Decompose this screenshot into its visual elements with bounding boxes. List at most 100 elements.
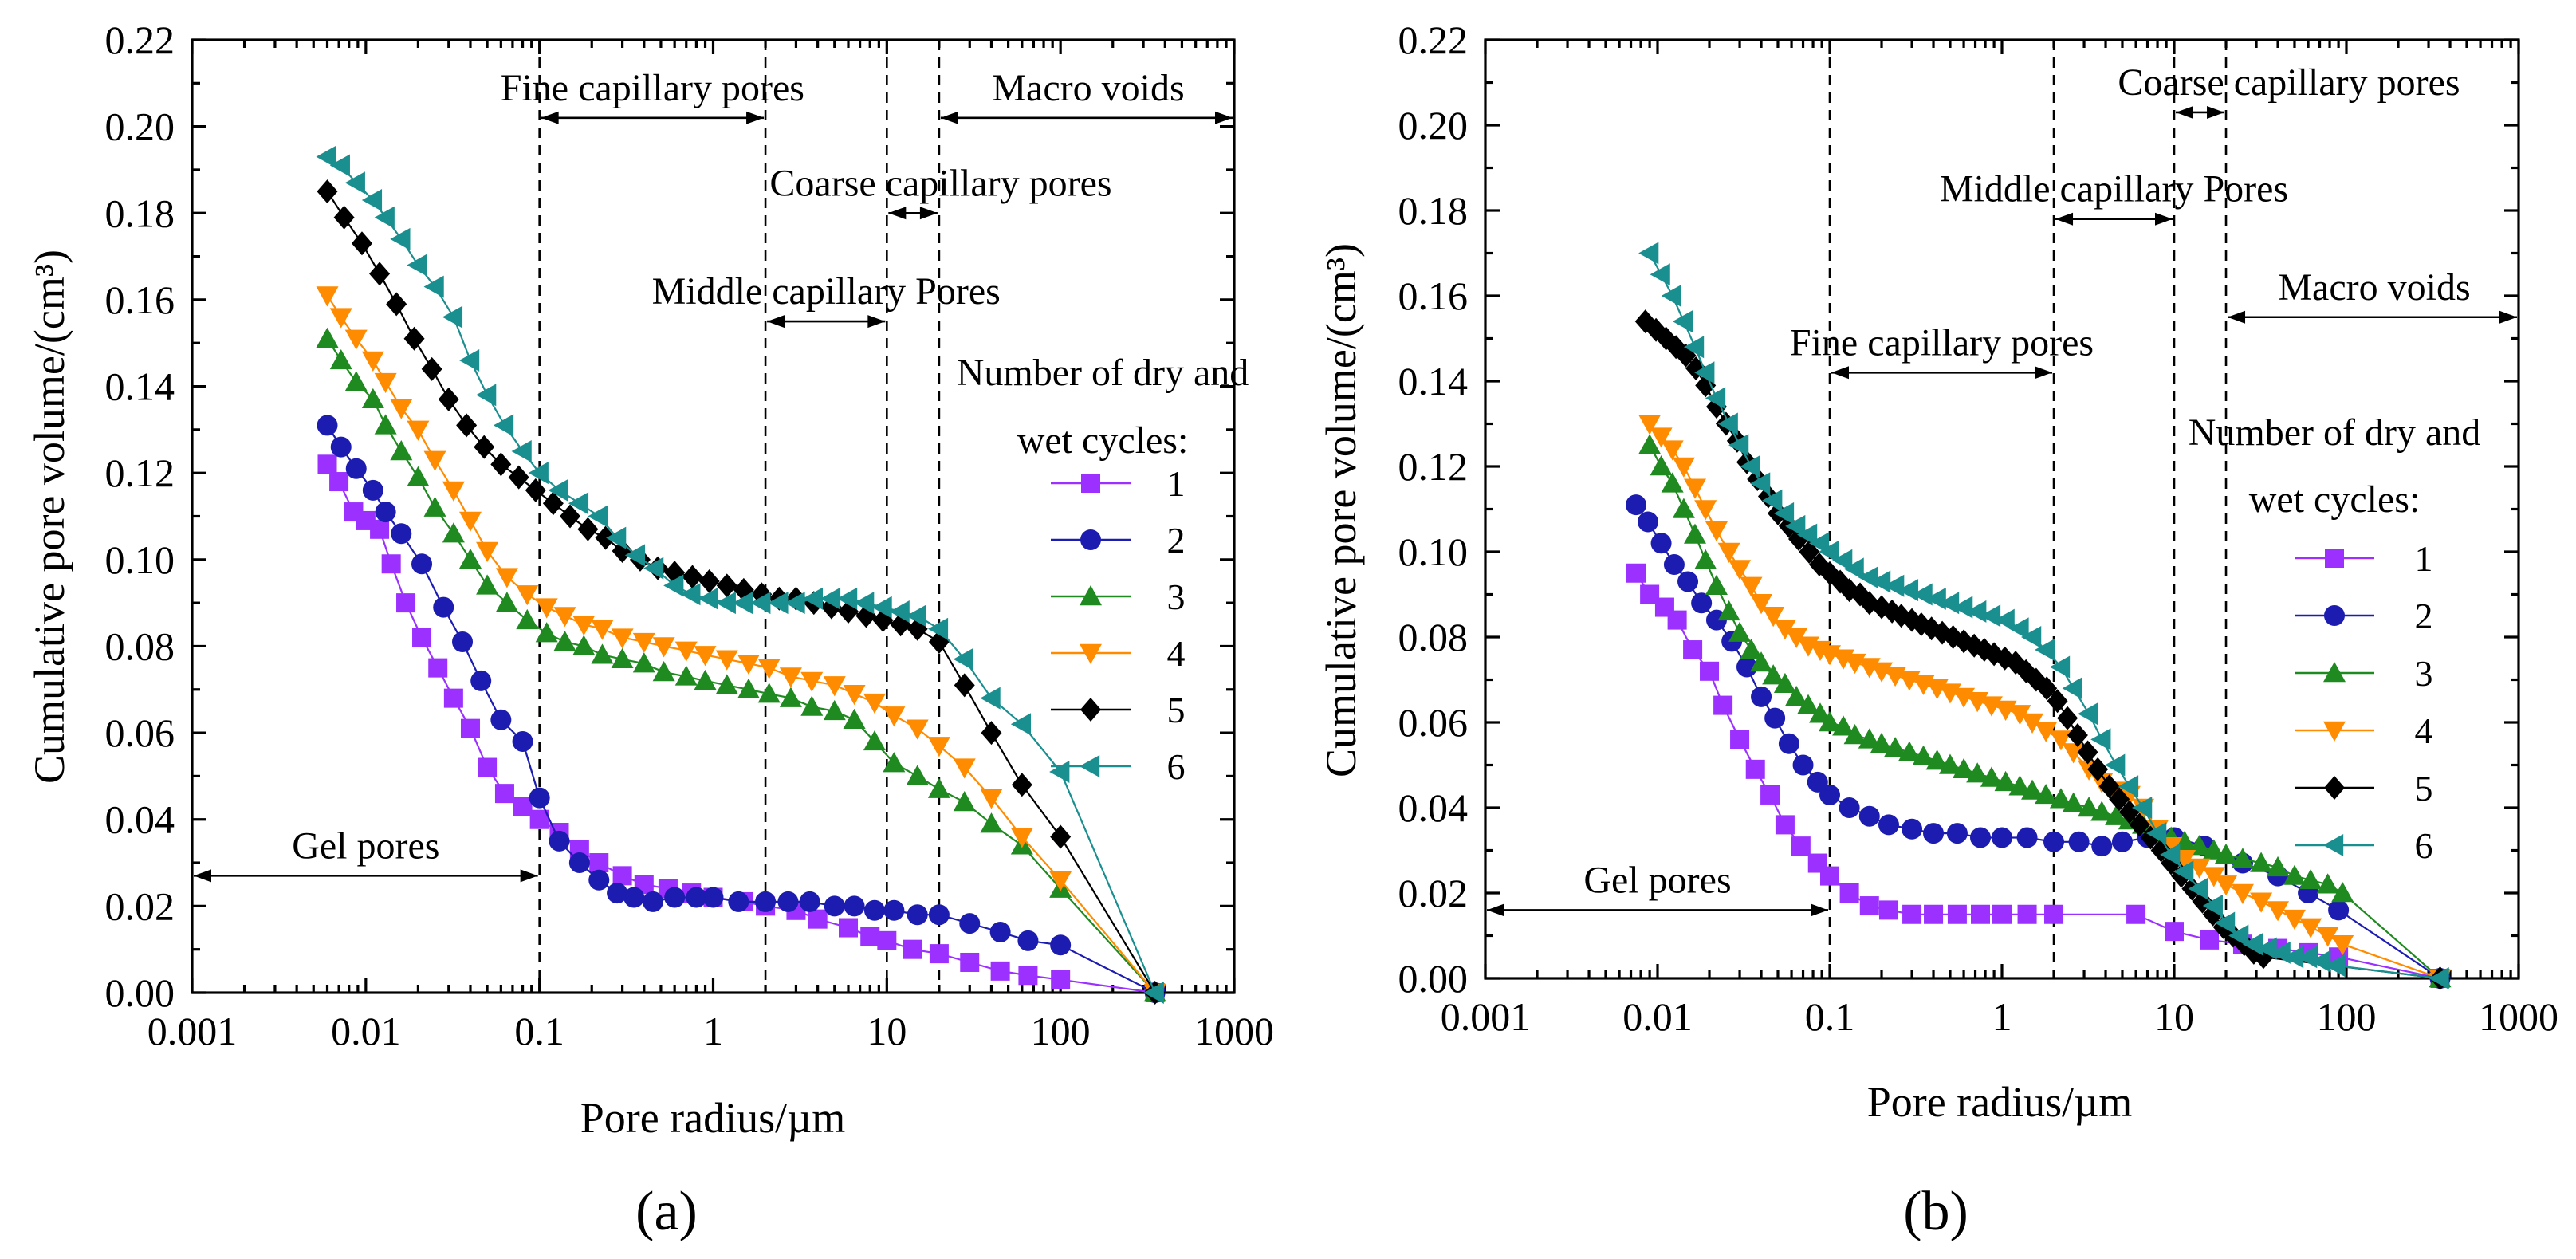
data-point (421, 356, 442, 381)
data-point (1626, 494, 1647, 516)
data-point (361, 188, 383, 211)
data-point (1966, 762, 1989, 783)
data-point (316, 145, 336, 168)
x-tick-label: 0.1 (1805, 994, 1855, 1039)
data-point (442, 305, 463, 329)
data-point (664, 887, 686, 908)
data-point (1745, 759, 1765, 779)
data-point (317, 179, 338, 204)
data-point (1051, 970, 1071, 989)
legend-marker (2325, 549, 2344, 568)
arrow-head (194, 869, 211, 883)
data-point (1923, 823, 1945, 844)
data-point (632, 652, 655, 673)
data-point (1898, 579, 1919, 602)
data-point (642, 891, 663, 912)
data-point (375, 502, 396, 523)
data-point (2109, 787, 2130, 812)
data-point (2035, 639, 2055, 662)
data-point (863, 730, 886, 751)
data-point (1764, 707, 1786, 729)
data-point (607, 883, 628, 904)
data-point (927, 737, 950, 757)
data-point (2228, 924, 2249, 947)
legend-label: 5 (2415, 768, 2433, 809)
data-point (2067, 723, 2088, 748)
legend-item: 3 (2295, 653, 2433, 694)
data-point (863, 693, 886, 714)
data-point (883, 752, 906, 773)
data-point (953, 791, 976, 812)
data-point (871, 596, 892, 619)
region-label: Macro voids (992, 67, 1184, 109)
data-point (351, 231, 372, 256)
data-point (694, 646, 717, 667)
data-point (1870, 732, 1894, 753)
data-point (2111, 831, 2133, 852)
data-point (423, 496, 446, 517)
legend-marker (1080, 698, 1101, 722)
legend-title: wet cycles: (2249, 478, 2421, 521)
y-tick-label: 0.20 (1398, 103, 1469, 148)
data-point (981, 721, 1002, 746)
region-label: Fine capillary pores (1790, 321, 2094, 364)
data-point (779, 667, 802, 688)
data-point (682, 565, 703, 589)
series-1 (317, 454, 1165, 1002)
legend-marker (1081, 474, 1100, 493)
data-point (2090, 728, 2111, 751)
data-point (1740, 455, 1760, 478)
x-tick-label: 100 (1031, 1009, 1091, 1053)
data-point (960, 952, 980, 972)
data-point (823, 699, 846, 721)
data-point (906, 719, 929, 740)
arrow-head (2035, 366, 2053, 380)
data-point (317, 415, 338, 436)
data-point (508, 465, 529, 490)
data-point (757, 683, 781, 703)
data-point (370, 519, 390, 539)
data-point (568, 852, 590, 874)
data-point (1953, 757, 1976, 779)
data-point (750, 592, 771, 615)
data-point (1878, 900, 1898, 920)
data-point (528, 462, 549, 485)
data-point (588, 869, 610, 891)
data-point (560, 504, 581, 529)
y-tick-label: 0.04 (1398, 785, 1469, 830)
data-point (2016, 827, 2038, 848)
data-point (490, 452, 512, 477)
data-point (1663, 554, 1685, 576)
x-tick-label: 10 (867, 1009, 907, 1053)
arrow-head (1831, 366, 1849, 380)
legend: Number of dry and wet cycles:1 2 3 4 5 6 (957, 352, 1249, 787)
data-point (824, 895, 845, 917)
data-point (390, 399, 413, 419)
data-point (553, 607, 576, 628)
chart-panel-b: 0.001 0.01 0.1 1 10 100 1000 0.00 0.02 0.04 0.06 0.… (1317, 18, 2558, 1242)
data-point (1773, 502, 1795, 525)
data-point (411, 553, 433, 575)
data-point (2267, 901, 2290, 922)
legend-item: 2 (2295, 596, 2433, 636)
y-tick-label: 0.00 (1398, 956, 1469, 1001)
data-point (1730, 730, 1750, 749)
legend-title: wet cycles: (1017, 419, 1189, 462)
data-point (1970, 827, 1992, 848)
data-point (1750, 594, 1773, 615)
data-point (494, 784, 514, 804)
data-point (1884, 574, 1905, 597)
series-5 (1634, 309, 2451, 990)
data-point (2008, 617, 2029, 640)
arrow-head (1811, 903, 1828, 917)
y-tick-label: 0.18 (1398, 188, 1469, 233)
data-point (674, 665, 698, 686)
data-point (1751, 686, 1772, 707)
data-point (1694, 361, 1715, 384)
data-point (1938, 592, 1960, 615)
data-point (476, 384, 497, 407)
data-point (1947, 904, 1967, 924)
data-point (1049, 871, 1072, 891)
data-point (1775, 815, 1795, 835)
data-point (2008, 705, 2031, 726)
